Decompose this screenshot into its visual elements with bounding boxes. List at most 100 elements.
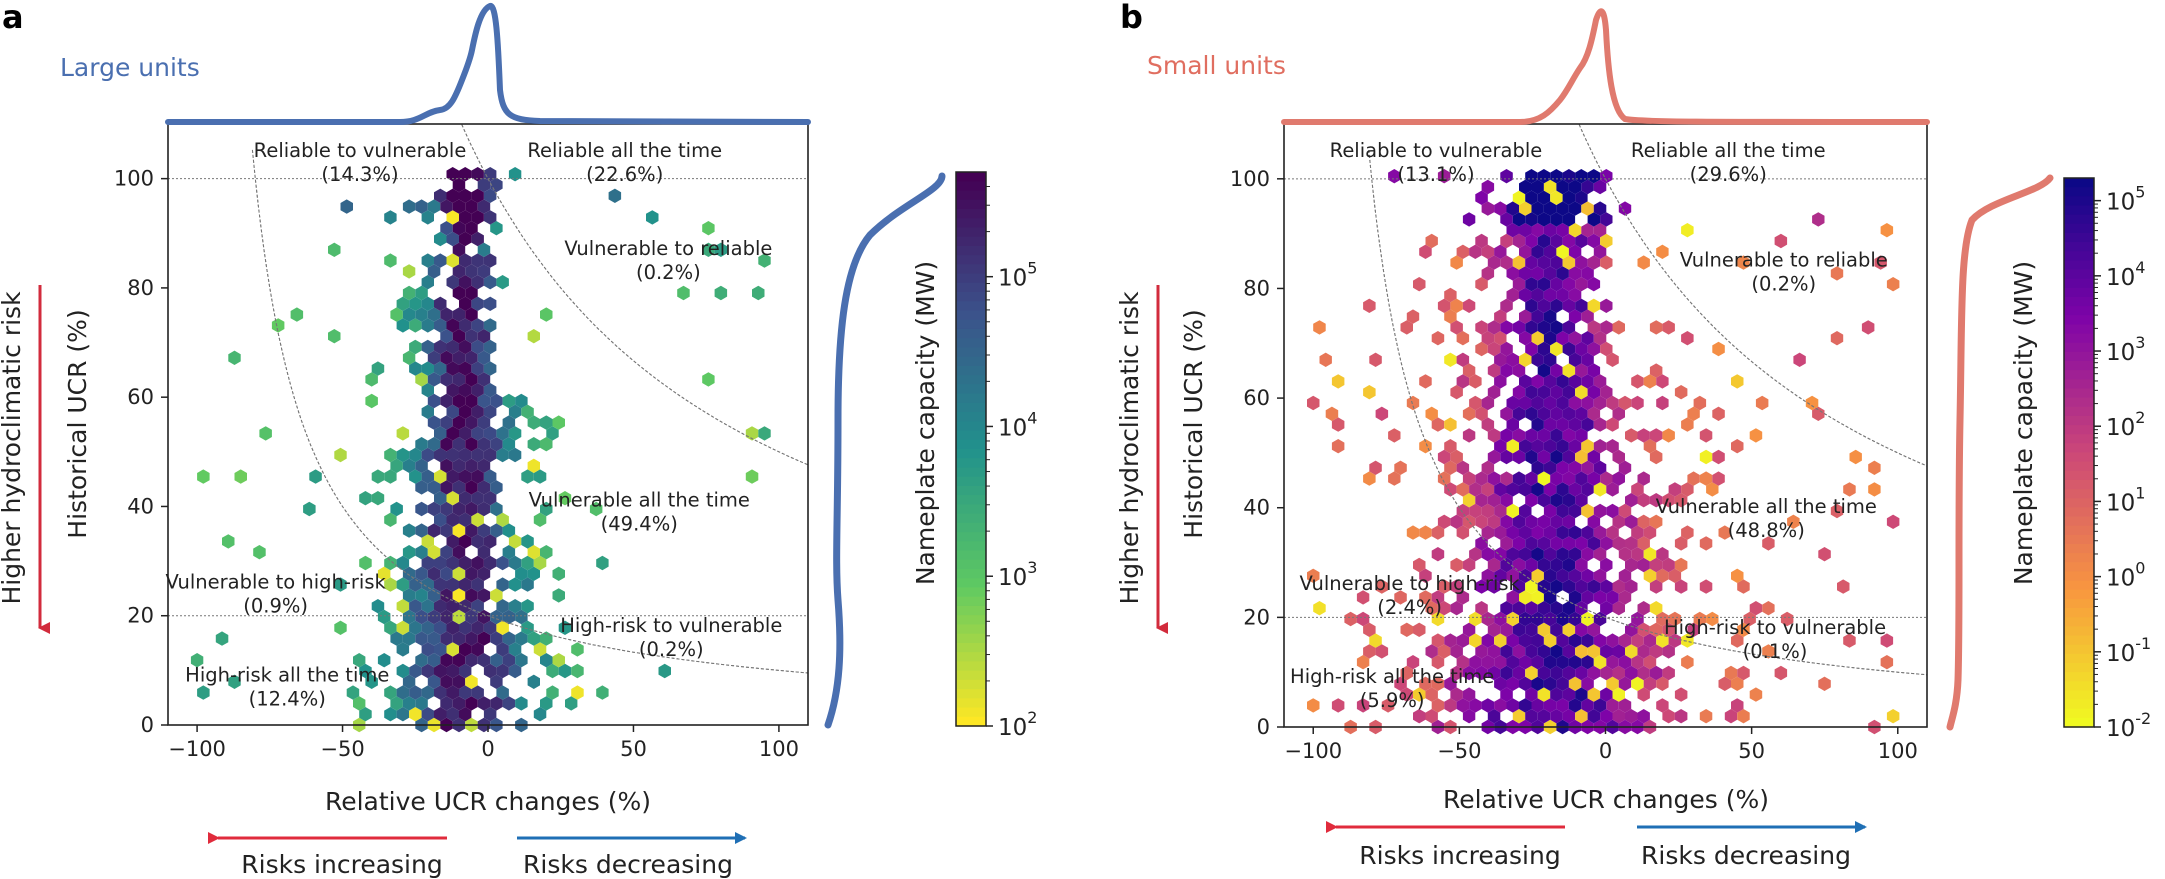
hexbin-cell — [452, 393, 466, 409]
hexbin-cell — [745, 426, 759, 441]
hexbin-cell — [1562, 277, 1576, 292]
colorbar-segment — [2064, 580, 2094, 591]
panel-letter: b — [1120, 0, 1143, 36]
hexbin-cell — [477, 480, 491, 495]
hexbin-cell — [1712, 449, 1725, 465]
hexbin-cell — [1643, 568, 1657, 583]
hexbin-cell — [1587, 579, 1601, 594]
hexbin-cell — [440, 458, 453, 473]
hexbin-cell — [1537, 169, 1551, 184]
hexbin-cell — [1431, 417, 1445, 432]
hexbin-cell — [384, 210, 397, 225]
hexbin-cell — [1506, 352, 1519, 367]
hexbin-cell — [421, 361, 434, 376]
hexbin-cell — [465, 566, 478, 581]
hexbin-cell — [1531, 460, 1544, 475]
hexbin-cell — [434, 577, 447, 592]
hexbin-cell — [396, 663, 410, 679]
hexbin-cell — [1394, 460, 1407, 475]
hexbin-cell — [1481, 395, 1495, 411]
hexbin-cell — [1581, 482, 1594, 497]
hexbin-cell — [1562, 665, 1576, 681]
hexbin-cell — [1356, 611, 1370, 627]
hexbin-cell — [540, 653, 553, 668]
hexbin-cell — [477, 415, 491, 430]
hexbin-cell — [1537, 514, 1551, 529]
guide-curve — [251, 149, 809, 674]
hexbin-cell — [409, 469, 422, 484]
hexbin-cell — [340, 199, 353, 214]
colorbar-segment — [2064, 379, 2094, 390]
hexbin-cell — [1550, 709, 1563, 724]
hexbin-cell — [1637, 428, 1650, 443]
hexbin-cell — [1475, 493, 1488, 508]
hexbin-cell — [1450, 449, 1463, 465]
hexbin-cell — [1369, 352, 1382, 367]
hexbin-cell — [1674, 579, 1688, 594]
hexbin-cell — [1512, 579, 1526, 594]
hexbin-cell — [1556, 698, 1569, 713]
hexbin-cell — [1437, 169, 1451, 184]
hexbin-cell — [459, 534, 472, 549]
hexbin-cell — [471, 491, 484, 506]
region-label: Reliable to vulnerable — [1330, 139, 1543, 162]
hexbin-cell — [1512, 449, 1526, 465]
hexbin-cell — [1506, 611, 1519, 627]
hexbin-cell — [1562, 601, 1576, 616]
hexbin-cell — [1506, 676, 1519, 691]
hexbin-cell — [1444, 633, 1457, 648]
hexbin-cell — [1593, 525, 1607, 540]
colorbar-segment — [2064, 269, 2094, 280]
hexbin-cell — [1369, 460, 1382, 475]
hexbin-cell — [415, 523, 428, 538]
hexbin-cell — [1531, 633, 1544, 648]
hexbin-cell — [1519, 331, 1532, 346]
risks-increasing-label: Risks increasing — [1359, 841, 1560, 870]
hexbin-cell — [1731, 698, 1744, 713]
hexbin-cell — [1699, 579, 1713, 594]
hexbin-cell — [334, 447, 347, 463]
hexbin-cell — [1456, 482, 1470, 497]
x-tick-label: 0 — [1599, 739, 1612, 763]
hexbin-cell — [1543, 223, 1557, 238]
hexbin-cell — [1512, 255, 1526, 270]
hexbin-cell — [1462, 557, 1476, 573]
hexbin-cell — [427, 501, 441, 517]
hexbin-cell — [1331, 698, 1345, 713]
region-share: (0.2%) — [636, 261, 701, 284]
colorbar-tick-label: 102 — [998, 708, 1037, 741]
hexbin-cell — [421, 577, 434, 592]
hexbin-cell — [1562, 493, 1576, 508]
colorbar-segment — [956, 402, 986, 413]
hexbin-cell — [502, 415, 516, 430]
hexbin-cell — [1494, 525, 1507, 540]
hexbin-cell — [1712, 341, 1725, 357]
hexbin-cell — [1556, 503, 1569, 519]
hexbin-cell — [452, 242, 466, 257]
hexbin-cell — [1519, 439, 1532, 454]
region-share: (29.6%) — [1690, 163, 1767, 186]
hexbin-cell — [402, 458, 416, 473]
hexbin-cell — [1512, 709, 1526, 724]
hexbin-cell — [1550, 277, 1563, 292]
colorbar-segment — [2064, 452, 2094, 463]
hexbin-cell — [1462, 471, 1476, 486]
hexbin-cell — [427, 545, 441, 560]
hexbin-cell — [421, 555, 434, 571]
hexbin-cell — [1512, 212, 1526, 227]
y-tick-label: 60 — [1243, 386, 1270, 410]
hexbin-cell — [540, 501, 553, 517]
region-share: (49.4%) — [601, 512, 678, 535]
colorbar-segment — [2064, 598, 2094, 609]
hexbin-cell — [228, 350, 241, 365]
hexbin-cell — [1637, 665, 1650, 681]
hexbin-cell — [1699, 428, 1713, 443]
hexbin-cell — [271, 318, 285, 333]
colorbar-segment — [2064, 242, 2094, 252]
hexbin-cell — [1519, 676, 1532, 691]
hexbin-cell — [1631, 655, 1644, 670]
hexbin-cell — [508, 577, 522, 592]
hexbin-cell — [1525, 255, 1538, 270]
hexbin-cell — [1525, 709, 1538, 724]
hexbin-cell — [377, 609, 391, 625]
